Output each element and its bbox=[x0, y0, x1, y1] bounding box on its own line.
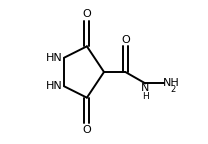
Text: O: O bbox=[83, 125, 91, 135]
Text: NH: NH bbox=[163, 78, 180, 88]
Text: O: O bbox=[83, 9, 91, 19]
Text: HN: HN bbox=[46, 81, 63, 91]
Text: O: O bbox=[121, 35, 130, 45]
Text: HN: HN bbox=[46, 53, 63, 63]
Text: H: H bbox=[142, 92, 149, 101]
Text: 2: 2 bbox=[170, 85, 176, 94]
Text: N: N bbox=[141, 83, 150, 93]
